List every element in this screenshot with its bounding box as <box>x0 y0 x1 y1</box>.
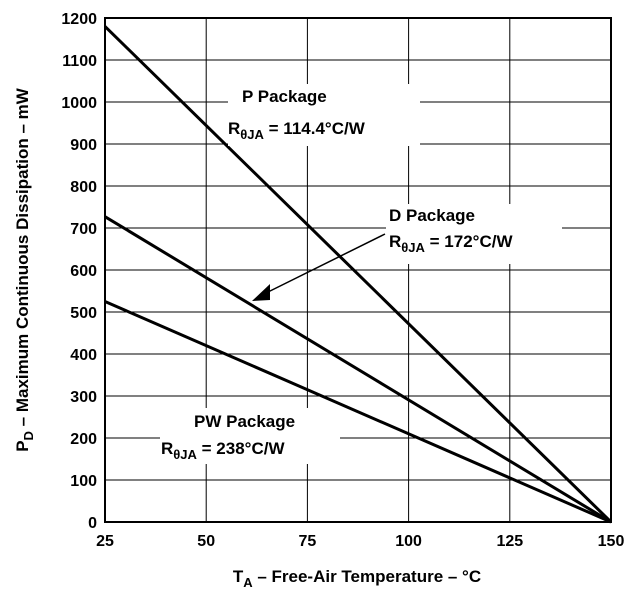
x-tick-label-4: 125 <box>496 533 523 550</box>
annotation-p-package: P Package RθJA = 114.4°C/W <box>228 84 420 146</box>
x-tick-label-3: 100 <box>395 533 422 550</box>
annotation-d-package: D Package RθJA = 172°C/W <box>252 204 562 301</box>
y-tick-label-5: 500 <box>70 305 97 322</box>
y-tick-labels: 0 100 200 300 400 500 600 700 800 900 1000 1100 1200 <box>61 11 97 532</box>
annotation-pw-title: PW Package <box>194 412 295 431</box>
annotation-p-title: P Package <box>242 87 327 106</box>
x-tick-label-2: 75 <box>299 533 317 550</box>
x-axis-title: TA – Free-Air Temperature – °C <box>233 567 481 589</box>
y-tick-label-10: 1000 <box>61 95 97 112</box>
annotation-pw-resistance: RθJA = 238°C/W <box>161 439 285 462</box>
series-lines <box>103 25 613 524</box>
series-line-p-package <box>103 25 613 524</box>
annotation-d-title: D Package <box>389 206 475 225</box>
y-axis-title: PD – Maximum Continuous Dissipation – mW <box>13 87 36 452</box>
annotation-d-arrowhead <box>252 284 270 301</box>
series-line-d-package <box>104 215 612 524</box>
annotation-pw-package: PW Package RθJA = 238°C/W <box>160 408 340 464</box>
y-tick-label-6: 600 <box>70 263 97 280</box>
plot-frame <box>104 17 612 523</box>
y-tick-label-11: 1100 <box>62 53 97 70</box>
x-tick-labels: 25 50 75 100 125 150 <box>96 533 624 550</box>
y-tick-label-3: 300 <box>70 389 97 406</box>
annotation-d-leader-line <box>263 233 386 295</box>
y-tick-label-12: 1200 <box>61 11 97 28</box>
annotation-p-background <box>228 84 420 146</box>
y-tick-label-9: 900 <box>70 137 97 154</box>
y-tick-label-0: 0 <box>88 515 97 532</box>
y-tick-label-7: 700 <box>70 221 97 238</box>
y-tick-label-2: 200 <box>70 431 97 448</box>
y-tick-label-1: 100 <box>70 473 97 490</box>
y-tick-label-4: 400 <box>70 347 97 364</box>
x-tick-label-0: 25 <box>96 533 114 550</box>
x-tick-label-1: 50 <box>197 533 215 550</box>
annotation-d-background <box>386 204 562 264</box>
annotation-p-resistance: RθJA = 114.4°C/W <box>228 119 366 142</box>
annotation-pw-background <box>160 408 340 464</box>
x-tick-label-5: 150 <box>598 533 625 550</box>
series-line-pw-package <box>104 300 612 524</box>
y-tick-label-8: 800 <box>70 179 97 196</box>
annotation-d-resistance: RθJA = 172°C/W <box>389 232 513 255</box>
